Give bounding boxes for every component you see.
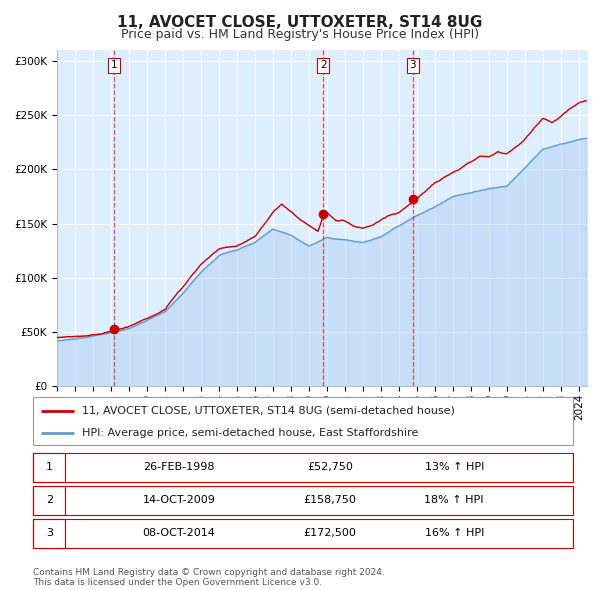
Text: 13% ↑ HPI: 13% ↑ HPI <box>425 463 484 472</box>
Text: £52,750: £52,750 <box>307 463 353 472</box>
Text: 08-OCT-2014: 08-OCT-2014 <box>142 529 215 538</box>
Text: £158,750: £158,750 <box>304 496 356 505</box>
Text: 2: 2 <box>46 496 53 505</box>
Bar <box>33 519 65 548</box>
Text: 18% ↑ HPI: 18% ↑ HPI <box>424 496 484 505</box>
Text: 16% ↑ HPI: 16% ↑ HPI <box>425 529 484 538</box>
Text: 14-OCT-2009: 14-OCT-2009 <box>142 496 215 505</box>
Text: 3: 3 <box>46 529 53 538</box>
Text: 3: 3 <box>410 60 416 70</box>
Text: 2: 2 <box>320 60 326 70</box>
Text: 1: 1 <box>110 60 117 70</box>
Bar <box>33 486 65 515</box>
Bar <box>33 453 65 482</box>
Text: 11, AVOCET CLOSE, UTTOXETER, ST14 8UG (semi-detached house): 11, AVOCET CLOSE, UTTOXETER, ST14 8UG (s… <box>82 405 454 415</box>
Text: 11, AVOCET CLOSE, UTTOXETER, ST14 8UG: 11, AVOCET CLOSE, UTTOXETER, ST14 8UG <box>118 15 482 30</box>
Text: 26-FEB-1998: 26-FEB-1998 <box>143 463 215 472</box>
Text: 1: 1 <box>46 463 53 472</box>
Text: £172,500: £172,500 <box>304 529 356 538</box>
Text: Contains HM Land Registry data © Crown copyright and database right 2024.
This d: Contains HM Land Registry data © Crown c… <box>33 568 385 587</box>
Text: Price paid vs. HM Land Registry's House Price Index (HPI): Price paid vs. HM Land Registry's House … <box>121 28 479 41</box>
Text: HPI: Average price, semi-detached house, East Staffordshire: HPI: Average price, semi-detached house,… <box>82 428 418 438</box>
